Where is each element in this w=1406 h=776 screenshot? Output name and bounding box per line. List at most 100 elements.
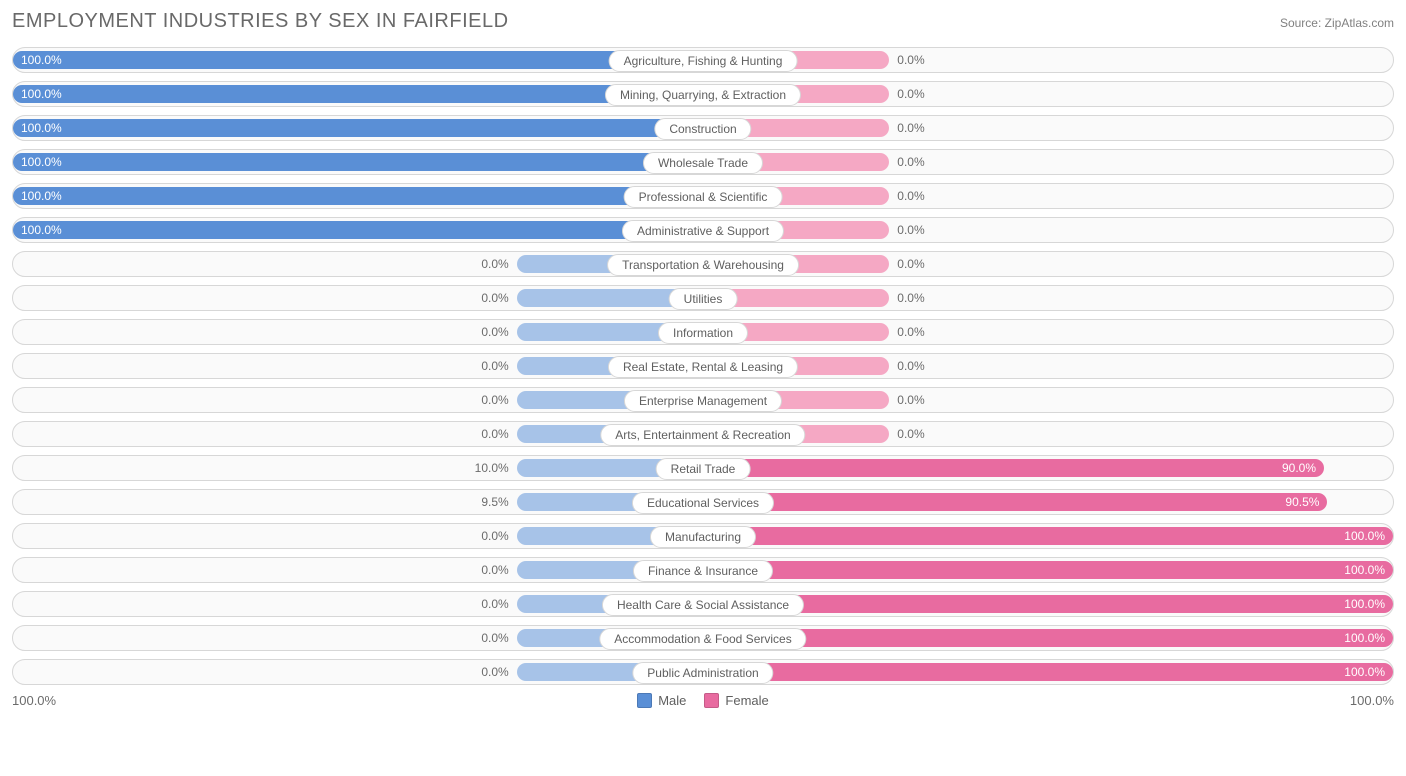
bar-male-value: 0.0%	[481, 597, 508, 611]
bar-female-value: 90.5%	[1285, 495, 1319, 509]
chart-title: EMPLOYMENT INDUSTRIES BY SEX IN FAIRFIEL…	[12, 10, 509, 33]
bar-female-value: 100.0%	[1344, 665, 1385, 679]
bar-female-value: 0.0%	[897, 223, 924, 237]
bar-female-value: 100.0%	[1344, 563, 1385, 577]
bar-female-value: 100.0%	[1344, 631, 1385, 645]
legend-label-female: Female	[725, 693, 768, 708]
chart-source: Source: ZipAtlas.com	[1280, 16, 1394, 30]
legend-item-female: Female	[704, 693, 768, 708]
bar-male: 100.0%	[13, 51, 703, 69]
bar-male-value: 100.0%	[21, 87, 62, 101]
chart-row: 0.0% 100.0% Finance & Insurance	[12, 557, 1394, 583]
chart-footer: 100.0% Male Female 100.0%	[12, 693, 1394, 708]
chart-row: 0.0% 0.0% Real Estate, Rental & Leasing	[12, 353, 1394, 379]
bar-male: 100.0%	[13, 85, 703, 103]
bar-female: 90.0%	[703, 459, 1324, 477]
chart-row: 0.0% 100.0% Manufacturing	[12, 523, 1394, 549]
category-label: Agriculture, Fishing & Hunting	[609, 50, 798, 72]
chart-row: 0.0% 0.0% Utilities	[12, 285, 1394, 311]
bar-male: 100.0%	[13, 153, 703, 171]
category-label: Utilities	[669, 288, 738, 310]
bar-female: 100.0%	[703, 595, 1393, 613]
chart-row: 100.0% 0.0% Administrative & Support	[12, 217, 1394, 243]
category-label: Finance & Insurance	[633, 560, 773, 582]
legend-swatch-male	[637, 693, 652, 708]
chart-row: 0.0% 100.0% Accommodation & Food Services	[12, 625, 1394, 651]
bar-female-value: 0.0%	[897, 291, 924, 305]
category-label: Construction	[654, 118, 751, 140]
legend-swatch-female	[704, 693, 719, 708]
bar-male-value: 0.0%	[481, 563, 508, 577]
bar-male-value: 0.0%	[481, 325, 508, 339]
legend-item-male: Male	[637, 693, 686, 708]
category-label: Educational Services	[632, 492, 774, 514]
bar-male-value: 10.0%	[475, 461, 509, 475]
bar-male-value: 0.0%	[481, 529, 508, 543]
legend-label-male: Male	[658, 693, 686, 708]
bar-male-value: 9.5%	[481, 495, 508, 509]
chart-row: 0.0% 0.0% Information	[12, 319, 1394, 345]
bar-female-value: 0.0%	[897, 325, 924, 339]
chart-row: 0.0% 100.0% Health Care & Social Assistanc…	[12, 591, 1394, 617]
axis-right-label: 100.0%	[1350, 693, 1394, 708]
category-label: Information	[658, 322, 748, 344]
bar-female: 100.0%	[703, 561, 1393, 579]
bar-female-value: 0.0%	[897, 189, 924, 203]
bar-male-value: 100.0%	[21, 189, 62, 203]
bar-male-value: 0.0%	[481, 257, 508, 271]
bar-female: 90.5%	[703, 493, 1327, 511]
bar-female-value: 0.0%	[897, 87, 924, 101]
category-label: Transportation & Warehousing	[607, 254, 799, 276]
category-label: Administrative & Support	[622, 220, 784, 242]
bar-male-value: 0.0%	[481, 393, 508, 407]
category-label: Enterprise Management	[624, 390, 782, 412]
axis-left-label: 100.0%	[12, 693, 56, 708]
diverging-bar-chart: 100.0% 0.0% Agriculture, Fishing & Hunting…	[12, 47, 1394, 685]
bar-female-value: 100.0%	[1344, 529, 1385, 543]
bar-male-value: 0.0%	[481, 665, 508, 679]
bar-female-value: 90.0%	[1282, 461, 1316, 475]
bar-male-value: 100.0%	[21, 155, 62, 169]
chart-row: 100.0% 0.0% Wholesale Trade	[12, 149, 1394, 175]
chart-row: 0.0% 0.0% Arts, Entertainment & Recreation	[12, 421, 1394, 447]
bar-male-value: 100.0%	[21, 53, 62, 67]
category-label: Professional & Scientific	[624, 186, 783, 208]
bar-male-value: 0.0%	[481, 291, 508, 305]
bar-female: 100.0%	[703, 629, 1393, 647]
legend: Male Female	[637, 693, 769, 708]
category-label: Wholesale Trade	[643, 152, 763, 174]
chart-row: 10.0% 90.0% Retail Trade	[12, 455, 1394, 481]
bar-female: 100.0%	[703, 663, 1393, 681]
chart-row: 100.0% 0.0% Professional & Scientific	[12, 183, 1394, 209]
chart-row: 100.0% 0.0% Agriculture, Fishing & Hunting	[12, 47, 1394, 73]
chart-header: EMPLOYMENT INDUSTRIES BY SEX IN FAIRFIEL…	[12, 10, 1394, 33]
bar-male-value: 0.0%	[481, 359, 508, 373]
bar-female-value: 0.0%	[897, 359, 924, 373]
category-label: Accommodation & Food Services	[599, 628, 806, 650]
chart-row: 100.0% 0.0% Construction	[12, 115, 1394, 141]
category-label: Retail Trade	[656, 458, 751, 480]
bar-male-value: 0.0%	[481, 631, 508, 645]
category-label: Mining, Quarrying, & Extraction	[605, 84, 801, 106]
category-label: Real Estate, Rental & Leasing	[608, 356, 798, 378]
chart-row: 100.0% 0.0% Mining, Quarrying, & Extractio…	[12, 81, 1394, 107]
bar-female-value: 0.0%	[897, 427, 924, 441]
category-label: Arts, Entertainment & Recreation	[600, 424, 805, 446]
category-label: Manufacturing	[650, 526, 756, 548]
category-label: Public Administration	[632, 662, 773, 684]
bar-male-value: 0.0%	[481, 427, 508, 441]
bar-female-value: 0.0%	[897, 393, 924, 407]
bar-male-value: 100.0%	[21, 121, 62, 135]
bar-male: 100.0%	[13, 187, 703, 205]
bar-female-value: 100.0%	[1344, 597, 1385, 611]
bar-female-value: 0.0%	[897, 121, 924, 135]
bar-male: 100.0%	[13, 221, 703, 239]
bar-female-value: 0.0%	[897, 155, 924, 169]
bar-male: 100.0%	[13, 119, 703, 137]
category-label: Health Care & Social Assistance	[602, 594, 804, 616]
chart-row: 9.5% 90.5% Educational Services	[12, 489, 1394, 515]
bar-male-value: 100.0%	[21, 223, 62, 237]
bar-female-value: 0.0%	[897, 257, 924, 271]
bar-female-value: 0.0%	[897, 53, 924, 67]
chart-row: 0.0% 0.0% Enterprise Management	[12, 387, 1394, 413]
